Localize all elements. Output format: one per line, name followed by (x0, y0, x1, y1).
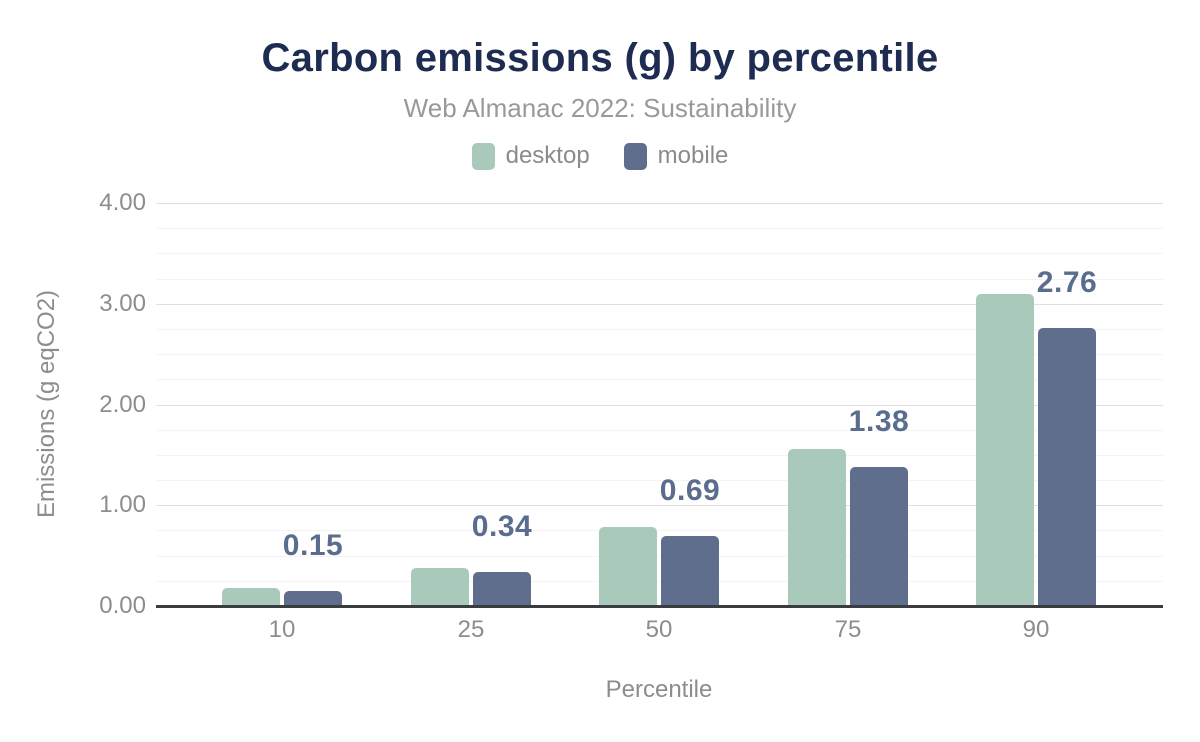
data-label-p50: 0.69 (659, 474, 721, 507)
x-tick-label: 90 (1022, 616, 1050, 643)
bar-mobile-p90[interactable] (1038, 328, 1096, 606)
minor-gridline (156, 455, 1163, 456)
minor-gridline (156, 530, 1163, 531)
x-tick-label: 25 (457, 616, 485, 643)
legend: desktop mobile (0, 142, 1200, 170)
data-label-p75: 1.38 (848, 405, 910, 438)
y-tick-label: 2.00 (99, 391, 146, 418)
minor-gridline (156, 480, 1163, 481)
minor-gridline (156, 253, 1163, 254)
bar-mobile-p75[interactable] (850, 467, 908, 606)
major-gridline (156, 203, 1163, 204)
legend-label-mobile: mobile (657, 142, 729, 169)
minor-gridline (156, 329, 1163, 330)
data-label-p90: 2.76 (1036, 266, 1098, 299)
legend-label-desktop: desktop (505, 142, 590, 169)
y-tick-label: 3.00 (99, 290, 146, 317)
data-label-p10: 0.15 (282, 529, 344, 562)
major-gridline (156, 304, 1163, 305)
minor-gridline (156, 379, 1163, 380)
y-tick-label: 1.00 (99, 491, 146, 518)
x-tick-label: 50 (645, 616, 673, 643)
x-tick-label: 75 (834, 616, 862, 643)
y-tick-label: 4.00 (99, 189, 146, 216)
legend-item-mobile[interactable]: mobile (623, 142, 729, 170)
desktop-swatch-icon (471, 142, 495, 170)
y-axis-title: Emissions (g eqCO2) (33, 289, 60, 519)
bar-desktop-p10[interactable] (222, 588, 280, 606)
x-tick-label: 10 (268, 616, 296, 643)
bar-desktop-p25[interactable] (411, 568, 469, 606)
x-axis-title: Percentile (605, 676, 713, 703)
major-gridline (156, 405, 1163, 406)
minor-gridline (156, 556, 1163, 557)
data-label-p25: 0.34 (471, 510, 533, 543)
minor-gridline (156, 581, 1163, 582)
minor-gridline (156, 228, 1163, 229)
bar-mobile-p10[interactable] (284, 591, 342, 606)
x-axis-line (156, 605, 1163, 608)
bar-mobile-p25[interactable] (473, 572, 531, 606)
minor-gridline (156, 430, 1163, 431)
major-gridline (156, 505, 1163, 506)
minor-gridline (156, 354, 1163, 355)
bar-mobile-p50[interactable] (661, 536, 719, 606)
minor-gridline (156, 279, 1163, 280)
chart-title: Carbon emissions (g) by percentile (261, 36, 939, 80)
legend-item-desktop[interactable]: desktop (471, 142, 590, 170)
mobile-swatch-icon (623, 142, 647, 170)
bar-desktop-p50[interactable] (599, 527, 657, 606)
bar-desktop-p90[interactable] (976, 294, 1034, 606)
chart-subtitle: Web Almanac 2022: Sustainability (403, 93, 797, 123)
bar-desktop-p75[interactable] (788, 449, 846, 606)
y-tick-label: 0.00 (99, 592, 146, 619)
